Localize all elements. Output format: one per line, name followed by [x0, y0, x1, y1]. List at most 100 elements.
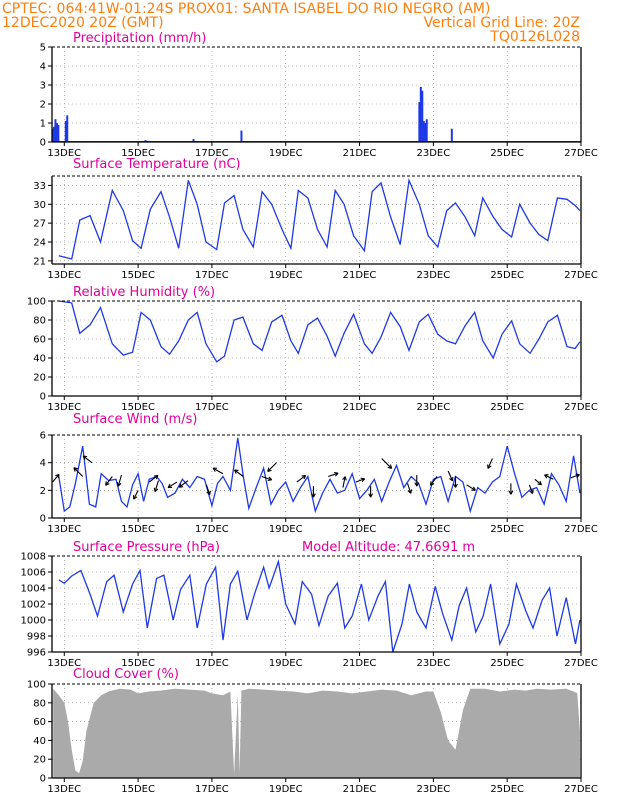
x-tick-label: 19DEC — [269, 524, 303, 535]
x-tick-label: 13DEC — [47, 402, 81, 413]
wind-arrow-head — [83, 455, 88, 458]
wind-arrow — [534, 478, 542, 486]
x-tick-label: 27DEC — [564, 658, 598, 669]
wind-arrow-head — [429, 481, 432, 486]
wind-arrow-head — [344, 476, 347, 481]
panel-title: Surface Temperature (nC) — [73, 157, 241, 172]
wind-arrow — [212, 467, 224, 475]
wind-arrow-shaft — [487, 458, 493, 469]
wind-arrow-shaft — [133, 490, 139, 500]
panel-6: Cloud Cover (%) 0 20 40 60 80 100 13DEC 15DEC 17D… — [27, 667, 598, 795]
y-tick-label: 24 — [33, 238, 46, 249]
wind-arrow-shaft — [105, 476, 113, 486]
wind-arrow-head — [455, 483, 458, 488]
panel-title: Surface Pressure (hPa) — [73, 540, 220, 555]
y-tick-label: 998 — [27, 632, 46, 643]
y-tick-label: 4 — [40, 458, 46, 469]
header-model: TQ0126L028 — [489, 29, 580, 45]
wind-arrow-head — [410, 489, 413, 494]
x-tick-label: 13DEC — [47, 270, 81, 281]
y-tick-label: 5 — [40, 43, 46, 54]
x-tick-label: 17DEC — [195, 402, 229, 413]
wind-arrow-head — [267, 479, 272, 482]
x-tick-label: 27DEC — [564, 270, 598, 281]
wind-arrow-head — [234, 469, 239, 472]
wind-arrow-head — [267, 467, 270, 472]
wind-arrow — [508, 483, 514, 495]
precip-bar — [421, 90, 424, 142]
panel-4: Surface Wind (m/s) 0 2 4 6 13DEC 15DEC 17DEC 19D… — [40, 412, 598, 535]
header-datetime: 12DEC2020 20Z (GMT) — [2, 15, 164, 31]
wind-arrow — [261, 475, 273, 482]
y-tick-label: 27 — [33, 219, 46, 230]
y-tick-label: 2 — [40, 486, 46, 497]
wind-arrow — [381, 458, 393, 469]
y-tick-label: 30 — [33, 200, 46, 211]
y-tick-label: 1006 — [21, 568, 46, 579]
precip-bar — [66, 115, 69, 142]
y-tick-label: 40 — [33, 736, 46, 747]
y-tick-label: 20 — [33, 373, 46, 384]
wind-arrow-head — [430, 483, 435, 486]
wind-arrow — [178, 480, 189, 488]
y-tick-label: 80 — [33, 698, 46, 709]
series-line — [58, 559, 581, 653]
x-tick-label: 23DEC — [417, 402, 451, 413]
header-grid-note: Vertical Grid Line: 20Z — [424, 15, 580, 31]
wind-arrow-shaft — [296, 474, 306, 483]
header-location: CPTEC: 064:41W-01:24S PROX01: SANTA ISAB… — [2, 1, 490, 17]
x-tick-label: 13DEC — [47, 148, 81, 159]
wind-arrow-head — [117, 482, 122, 487]
wind-arrow — [328, 471, 339, 478]
wind-arrow-head — [416, 482, 420, 487]
y-tick-label: 1002 — [21, 600, 46, 611]
panel-5: Surface Pressure (hPa) Model Altitude: 47… — [21, 540, 598, 669]
wind-arrow-head — [55, 473, 60, 477]
x-tick-label: 15DEC — [121, 524, 155, 535]
wind-arrow-head — [311, 493, 314, 498]
wind-arrow-head — [360, 477, 365, 480]
panel-3: Relative Humidity (%) 0 20 40 60 80 100 13DEC 15… — [27, 285, 598, 413]
wind-arrow-head — [472, 486, 476, 491]
wind-arrow-shaft — [73, 467, 84, 477]
y-tick-label: 33 — [33, 181, 46, 192]
precip-bar — [418, 102, 421, 142]
wind-arrow — [205, 484, 211, 496]
y-tick-label: 1 — [40, 119, 46, 130]
x-tick-label: 27DEC — [564, 402, 598, 413]
x-tick-label: 17DEC — [195, 524, 229, 535]
wind-arrow — [528, 484, 534, 495]
wind-arrow — [133, 490, 139, 500]
x-tick-label: 23DEC — [417, 148, 451, 159]
y-tick-label: 1004 — [21, 584, 46, 595]
precip-bar — [240, 130, 243, 142]
precip-bar — [450, 128, 453, 142]
wind-arrow-head — [539, 480, 542, 485]
wind-arrow-shaft — [430, 476, 438, 486]
precip-bar — [425, 119, 428, 142]
panel-annotation: Model Altitude: 47.6691 m — [302, 540, 475, 555]
x-tick-label: 27DEC — [564, 148, 598, 159]
precip-bar — [57, 124, 60, 142]
y-tick-label: 0 — [40, 514, 46, 525]
x-tick-label: 21DEC — [343, 148, 377, 159]
precip-bar — [52, 126, 55, 142]
wind-arrow-shaft — [466, 484, 476, 491]
wind-arrow — [167, 481, 178, 489]
wind-arrow-head — [82, 455, 86, 460]
y-tick-label: 21 — [33, 256, 46, 267]
y-tick-label: 100 — [27, 297, 46, 308]
wind-arrow-head — [532, 489, 534, 494]
wind-arrow-shaft — [82, 455, 93, 464]
wind-arrow-head — [529, 490, 533, 495]
panel-1: Precipitation (mm/h) 0 1 2 3 4 5 13DEC 15DEC 17DE… — [40, 31, 598, 159]
y-tick-label: 1008 — [21, 552, 46, 563]
wind-arrow — [414, 475, 420, 487]
wind-arrow — [429, 476, 438, 486]
wind-arrow — [466, 484, 476, 491]
wind-arrow-head — [407, 490, 412, 494]
x-tick-label: 15DEC — [121, 402, 155, 413]
wind-arrow-shaft — [381, 458, 392, 469]
x-tick-label: 13DEC — [47, 784, 81, 795]
